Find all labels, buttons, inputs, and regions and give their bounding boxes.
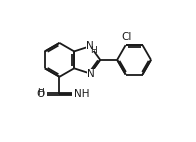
Text: Cl: Cl — [121, 32, 132, 42]
Text: H: H — [37, 88, 44, 97]
Text: H: H — [91, 46, 97, 55]
Text: O: O — [37, 89, 45, 99]
Text: NH: NH — [74, 89, 89, 99]
Text: N: N — [87, 69, 95, 79]
Text: N: N — [86, 41, 94, 51]
